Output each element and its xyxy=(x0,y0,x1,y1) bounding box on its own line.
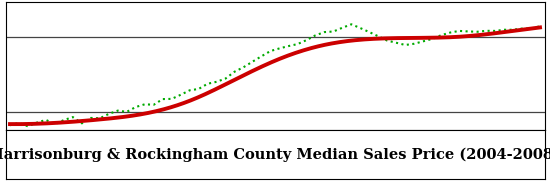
Text: Harrisonburg & Rockingham County Median Sales Price (2004-2008): Harrisonburg & Rockingham County Median … xyxy=(0,147,550,162)
